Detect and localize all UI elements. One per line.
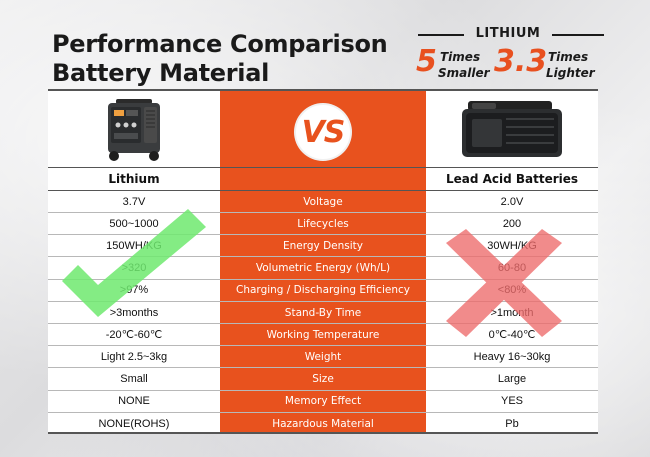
row-value-lead-acid: 60-80 <box>497 262 527 275</box>
table-row: 3.7V Voltage 2.0V <box>48 191 598 213</box>
row-feature-label: Energy Density <box>282 239 364 252</box>
table-row: NONE Memory Effect YES <box>48 391 598 413</box>
row-value-lithium: Small <box>120 373 148 386</box>
row-value-lead-acid: Large <box>497 373 527 386</box>
row-value-lead-acid: 30WH/KG <box>487 239 537 252</box>
badge-rule-right <box>552 34 604 36</box>
stat-1-number: 5 <box>416 44 437 79</box>
row-value-lithium: >320 <box>121 262 147 275</box>
table-row: NONE(ROHS) Hazardous Material Pb <box>48 413 598 435</box>
column-header-lead-acid: Lead Acid Batteries <box>445 172 579 186</box>
row-value-lead-acid: 2.0V <box>500 195 524 208</box>
row-feature-label: Lifecycles <box>297 217 349 230</box>
row-value-lithium: Light 2.5~3kg <box>100 350 168 363</box>
comparison-table: VS Lithium Lead Acid Batteries 3.7V Volta… <box>48 89 598 434</box>
stat-2-word-1: Times <box>548 50 589 64</box>
row-value-lithium: 150WH/KG <box>106 239 162 252</box>
row-value-lead-acid: Heavy 16~30kg <box>473 350 551 363</box>
lithium-badge: LITHIUM 5 Times Smaller 3.3 Times Lighte… <box>416 26 606 86</box>
row-feature-label: Weight <box>304 350 342 363</box>
table-row: -20℃-60℃ Working Temperature 0℃-40℃ <box>48 324 598 347</box>
stat-1-word-2: Smaller <box>438 66 490 80</box>
row-feature-label: Charging / Discharging Efficiency <box>236 284 410 297</box>
headline-line-1: Performance Comparison <box>52 30 388 58</box>
row-value-lithium: NONE(ROHS) <box>98 418 170 430</box>
column-header-row: Lithium Lead Acid Batteries <box>48 167 598 191</box>
table-row: >97% Charging / Discharging Efficiency <80… <box>48 280 598 302</box>
stat-1-word-1: Times <box>440 50 481 64</box>
row-value-lead-acid: YES <box>500 395 523 408</box>
headline: Performance Comparison Battery Material <box>52 30 388 88</box>
row-value-lead-acid: 200 <box>502 217 522 230</box>
row-value-lead-acid: Pb <box>505 418 519 430</box>
table-row: >320 Volumetric Energy (Wh/L) 60-80 <box>48 258 598 280</box>
table-row: 500~1000 Lifecycles 200 <box>48 213 598 236</box>
stat-2-number: 3.3 <box>494 44 548 79</box>
product-images-row: VS <box>48 91 598 167</box>
badge-rule-left <box>418 34 464 36</box>
row-feature-label: Working Temperature <box>266 328 380 341</box>
row-value-lead-acid: 0℃-40℃ <box>488 329 536 342</box>
headline-line-2: Battery Material <box>52 59 270 87</box>
badge-label: LITHIUM <box>475 26 541 41</box>
row-feature-label: Hazardous Material <box>272 418 374 430</box>
row-feature-label: Size <box>312 373 334 386</box>
table-row: >3months Stand-By Time >1month <box>48 302 598 324</box>
row-feature-label: Stand-By Time <box>284 306 362 319</box>
row-value-lead-acid: <80% <box>497 284 527 297</box>
vs-label: VS <box>301 114 346 150</box>
row-value-lithium: 3.7V <box>122 195 146 208</box>
column-header-lithium: Lithium <box>108 172 160 186</box>
row-feature-label: Volumetric Energy (Wh/L) <box>255 262 391 275</box>
lead-acid-battery-icon <box>462 101 562 157</box>
row-feature-label: Voltage <box>303 195 343 208</box>
power-station-icon <box>108 99 160 161</box>
vs-emblem: VS <box>287 105 359 159</box>
row-value-lithium: 500~1000 <box>109 217 159 230</box>
row-feature-label: Memory Effect <box>284 395 362 408</box>
stat-2-word-2: Lighter <box>546 66 595 80</box>
table-row: Small Size Large <box>48 369 598 391</box>
table-row: 150WH/KG Energy Density 30WH/KG <box>48 235 598 258</box>
row-value-lithium: >3months <box>109 306 159 319</box>
row-value-lithium: -20℃-60℃ <box>105 329 163 342</box>
row-value-lithium: NONE <box>118 395 150 408</box>
row-value-lead-acid: >1month <box>490 306 534 319</box>
table-row: Light 2.5~3kg Weight Heavy 16~30kg <box>48 346 598 369</box>
row-value-lithium: >97% <box>119 284 149 297</box>
